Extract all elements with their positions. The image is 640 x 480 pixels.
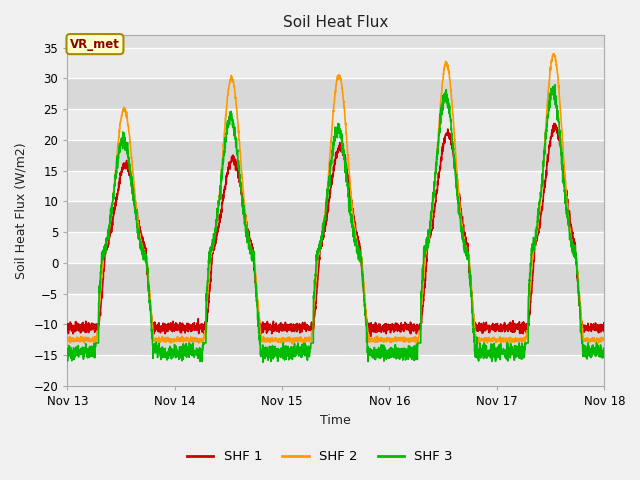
Line: SHF 1: SHF 1 xyxy=(67,123,604,336)
SHF 3 xyxy=(551,82,559,88)
SHF 3 xyxy=(125,157,132,163)
Text: VR_met: VR_met xyxy=(70,37,120,50)
SHF 2 xyxy=(590,335,598,341)
SHF 2 xyxy=(157,338,164,344)
Bar xyxy=(67,48,604,78)
X-axis label: Time: Time xyxy=(321,414,351,427)
Bar xyxy=(67,294,604,324)
Bar xyxy=(67,263,604,294)
Line: SHF 2: SHF 2 xyxy=(67,54,604,344)
SHF 1 xyxy=(63,327,71,333)
Bar xyxy=(67,324,604,355)
Bar xyxy=(67,202,604,232)
SHF 3 xyxy=(600,350,608,356)
SHF 1 xyxy=(532,236,540,242)
SHF 3 xyxy=(590,350,598,356)
SHF 2 xyxy=(600,336,608,342)
SHF 1 xyxy=(125,164,132,170)
SHF 1 xyxy=(292,327,300,333)
Bar xyxy=(67,171,604,202)
SHF 1 xyxy=(367,334,374,339)
Bar xyxy=(67,232,604,263)
Bar xyxy=(67,78,604,109)
Bar xyxy=(67,140,604,171)
SHF 3 xyxy=(532,227,540,232)
SHF 1 xyxy=(269,321,277,326)
Title: Soil Heat Flux: Soil Heat Flux xyxy=(283,15,388,30)
SHF 3 xyxy=(157,353,164,359)
SHF 2 xyxy=(63,337,71,343)
SHF 2 xyxy=(550,51,558,57)
Bar xyxy=(67,109,604,140)
SHF 2 xyxy=(532,236,540,242)
SHF 1 xyxy=(590,327,598,333)
SHF 2 xyxy=(293,338,301,344)
SHF 3 xyxy=(63,348,71,354)
Legend: SHF 1, SHF 2, SHF 3: SHF 1, SHF 2, SHF 3 xyxy=(182,445,458,468)
Line: SHF 3: SHF 3 xyxy=(67,85,604,362)
SHF 1 xyxy=(551,120,559,126)
SHF 2 xyxy=(269,337,277,343)
SHF 3 xyxy=(259,360,267,365)
SHF 3 xyxy=(269,351,277,357)
SHF 3 xyxy=(293,349,301,355)
SHF 2 xyxy=(125,126,132,132)
SHF 1 xyxy=(600,329,608,335)
SHF 2 xyxy=(289,341,296,347)
Y-axis label: Soil Heat Flux (W/m2): Soil Heat Flux (W/m2) xyxy=(15,143,28,279)
SHF 1 xyxy=(157,330,164,336)
Bar xyxy=(67,355,604,386)
